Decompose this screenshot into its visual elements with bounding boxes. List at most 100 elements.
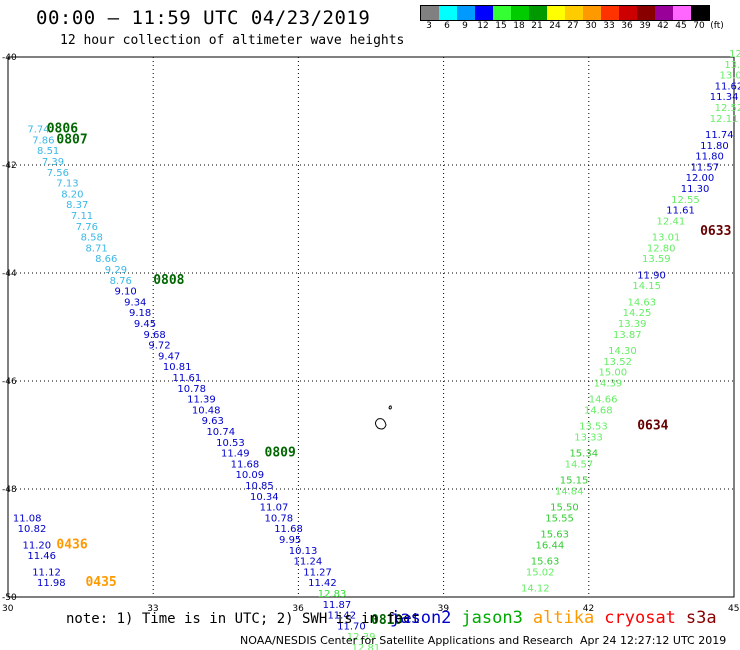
wave-height-value: 9.72 (148, 341, 170, 352)
wave-height-value: 7.74 (27, 125, 49, 136)
wave-height-value: 10.48 (192, 405, 221, 416)
scale-swatch (421, 6, 439, 20)
lon-tick-label: 30 (2, 604, 14, 614)
wave-height-value: 12.41 (657, 216, 686, 227)
wave-height-value: 13.39 (618, 319, 647, 330)
scale-swatch (655, 6, 673, 20)
wave-height-value: 11.12 (32, 567, 61, 578)
legend-s3a: s3a (685, 608, 717, 628)
wave-height-value: 9.95 (279, 535, 301, 546)
scale-tick-label: 18 (513, 21, 525, 31)
page-subtitle: 12 hour collection of altimeter wave hei… (60, 33, 405, 48)
scale-swatch (565, 6, 583, 20)
wave-height-value: 9.68 (144, 330, 166, 341)
wave-height-value: 11.68 (231, 459, 260, 470)
lat-tick-label: -46 (2, 377, 17, 387)
scale-tick-label: 9 (462, 21, 468, 31)
wave-height-value: 15.15 (560, 476, 589, 487)
scale-swatch (511, 6, 529, 20)
wave-height-value: 13.53 (579, 422, 608, 433)
wave-height-value: 9.45 (134, 319, 156, 330)
wave-height-value: 11.08 (13, 513, 42, 524)
wave-height-value: 11.39 (187, 395, 216, 406)
wave-height-value: 11.62 (715, 81, 740, 92)
scale-tick-label: 12 (477, 21, 489, 31)
wave-height-value: 8.66 (95, 254, 117, 265)
wave-height-value: 15.34 (569, 449, 598, 460)
scale-tick-label: 24 (549, 21, 561, 31)
legend-jason2: jason2 (390, 608, 452, 628)
wave-height-value: 8.58 (81, 233, 103, 244)
lon-tick-label: 45 (728, 604, 739, 614)
lat-tick-label: -42 (2, 161, 17, 171)
wave-height-value: 14.12 (521, 584, 550, 595)
wave-height-value: 14.57 (565, 459, 594, 470)
lat-tick-label: -50 (2, 593, 17, 603)
wave-height-value: 10.09 (235, 470, 264, 481)
wave-height-value: 14.30 (608, 346, 637, 357)
wave-height-value: 10.74 (206, 427, 235, 438)
wave-height-value: 11.42 (308, 578, 337, 589)
wave-height-value: 12.80 (647, 243, 676, 254)
scale-swatch (637, 6, 655, 20)
wave-height-value: 11.74 (705, 130, 734, 141)
altimeter-tracks: 7.747.868.517.397.567.138.208.377.117.76… (13, 49, 740, 650)
lon-tick-label: 33 (147, 604, 158, 614)
wave-height-value: 11.20 (23, 540, 52, 551)
scale-swatch (619, 6, 637, 20)
credit-line: NOAA/NESDIS Center for Satellite Applica… (240, 634, 574, 647)
wave-height-value: 8.37 (66, 200, 88, 211)
wave-height-value: 9.47 (158, 351, 180, 362)
lat-tick-label: -48 (2, 485, 17, 495)
scale-swatch (529, 6, 547, 20)
wave-height-value: 11.24 (294, 557, 323, 568)
wave-height-value: 7.56 (47, 168, 69, 179)
scale-tick-label: 70 (693, 21, 705, 31)
units-note: note: 1) Time is in UTC; 2) SWH is in fe… (66, 611, 421, 627)
wave-height-value: 12.81 (352, 643, 381, 650)
wave-height-value: 11.61 (173, 373, 202, 384)
wave-height-value: 11.57 (690, 162, 719, 173)
scale-tick-label: 27 (567, 21, 579, 31)
wave-height-value: 12.00 (686, 173, 715, 184)
pass-time-label: 0634 (637, 419, 668, 434)
wave-height-value: 11.42 (327, 611, 356, 622)
wave-height-value: 10.81 (163, 362, 192, 373)
wave-height-value: 12.52 (715, 103, 740, 114)
wave-height-value: 13.0 (719, 71, 740, 82)
scale-swatch (583, 6, 601, 20)
wave-height-value: 14.63 (628, 297, 657, 308)
scale-swatch (493, 6, 511, 20)
wave-height-value: 7.13 (56, 179, 78, 190)
scale-tick-label: 42 (657, 21, 669, 31)
wave-height-value: 11.61 (666, 206, 695, 217)
map-frame (7, 56, 735, 598)
wave-height-value: 11.80 (700, 141, 729, 152)
map-grid (7, 56, 735, 598)
wave-height-value: 14.84 (555, 486, 584, 497)
wave-height-value: 12.55 (671, 195, 700, 206)
wave-height-value: 15.00 (598, 368, 627, 379)
wave-height-value: 11.87 (323, 600, 352, 611)
wave-height-value: 15.02 (526, 567, 555, 578)
scale-swatch (475, 6, 493, 20)
satellite-legend: jason2 jason3 altika cryosat s3a (390, 608, 727, 628)
wave-height-value: 10.78 (177, 384, 206, 395)
wave-height-value: 13.52 (603, 357, 632, 368)
generated-timestamp: Apr 24 12:27:12 UTC 2019 (580, 634, 727, 647)
wave-height-value: 13.01 (652, 233, 681, 244)
scale-swatch (547, 6, 565, 20)
wave-height-value: 15.55 (545, 513, 574, 524)
wave-height-value: 13.87 (613, 330, 642, 341)
wave-height-value: 7.11 (71, 211, 93, 222)
scale-swatch (673, 6, 691, 20)
pass-time-label: 0633 (700, 224, 731, 239)
pass-time-label: 0808 (153, 273, 184, 288)
wave-height-value: 14.39 (594, 378, 623, 389)
wave-height-value: 13.33 (574, 432, 603, 443)
wave-height-value: 11.70 (337, 621, 366, 632)
wave-height-value: 9.34 (124, 297, 146, 308)
island-outline (375, 405, 392, 430)
wave-height-value: 12.1 (729, 49, 740, 60)
